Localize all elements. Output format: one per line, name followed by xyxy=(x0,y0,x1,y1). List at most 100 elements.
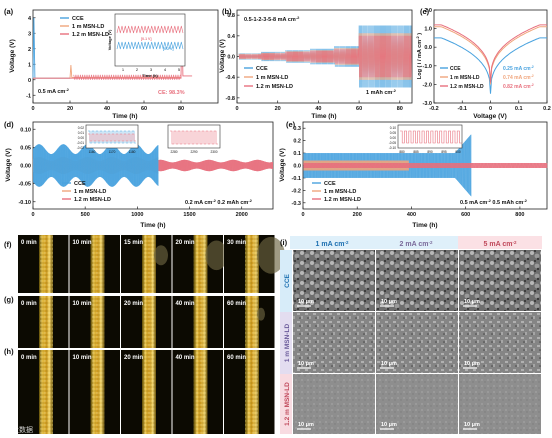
legend-label: 1.2 m MSN-LD xyxy=(74,197,111,203)
x-axis-label: Voltage (V) xyxy=(473,113,506,120)
electrode-texture xyxy=(90,235,105,293)
y-tick-label: 0.1 xyxy=(293,151,301,157)
sem-image xyxy=(459,312,541,373)
current-header: 2 mA cm-2 xyxy=(400,240,433,248)
x-tick-label: 0 xyxy=(301,212,304,218)
tick-label: 1160 xyxy=(89,150,96,154)
y-tick-label: 1.0 xyxy=(424,27,432,33)
tick-label: 5 xyxy=(178,67,181,72)
time-label: 10 min xyxy=(73,301,92,307)
axis-ticks: 0 200 400 600 800 -0.3 -0.2 -0.1 0.0 0.1 0.2 0.3 xyxy=(292,126,525,218)
electrode-texture xyxy=(39,350,53,434)
exchange-current-msn12: 0.82 mA cm-2 xyxy=(503,83,534,90)
y-tick-label: 0.8 xyxy=(227,13,235,19)
y-tick-label: 0.2 xyxy=(293,139,301,145)
electrode-texture xyxy=(245,350,259,434)
series-1-2-m-msn-ld xyxy=(303,162,548,169)
tick-label: 895 xyxy=(441,150,447,154)
panel-tag: (d) xyxy=(4,120,14,129)
electrode-texture xyxy=(39,235,53,293)
scale-label: 10 μm xyxy=(464,299,480,305)
tick-label: -0.01 xyxy=(77,141,84,145)
y-axis-label: Voltage (V) xyxy=(219,39,226,72)
inset-x-label: Time (h) xyxy=(142,73,158,78)
y-tick-label: -1.0 xyxy=(423,64,432,70)
tick-label: 890 xyxy=(427,150,433,154)
electrode-texture xyxy=(90,350,105,434)
legend-label: CCE xyxy=(74,181,86,187)
y-tick-label: 3 xyxy=(28,31,31,37)
panel-tag: (e) xyxy=(286,120,296,129)
exchange-current-cce: 0.25 mA cm-2 xyxy=(503,65,534,72)
tick-label: 880 xyxy=(399,150,405,154)
row-label-bar-msn12 xyxy=(280,374,292,434)
inset-line-msn12 xyxy=(170,130,218,145)
current-header: 5 mA cm-2 xyxy=(484,240,517,248)
panel-d: (d) Voltage (V) Time (h) 0 500 1000 1500 200… xyxy=(4,120,274,229)
y-tick-label: 0.0 xyxy=(424,45,432,51)
y-tick-label: -0.4 xyxy=(226,75,236,81)
current-header: 1 mA cm-2 xyxy=(316,240,349,248)
y-tick-label: 1 xyxy=(28,62,31,68)
y-tick-label: -0.8 xyxy=(226,96,235,102)
inset-y-label: Voltage (V) xyxy=(107,29,112,50)
optical-time-labels: 0 min 10 min 15 min 20 min 30 min 0 min 10 min… xyxy=(21,240,246,361)
x-tick-label: 0 xyxy=(235,106,238,112)
y-tick-label: -0.2 xyxy=(292,188,301,194)
electrode-texture xyxy=(245,235,259,293)
scale-label: 10 μm xyxy=(464,422,480,428)
legend: CCE 1 m MSN-LD 1.2 m MSN-LD xyxy=(312,181,361,203)
y-axis-label: Voltage (V) xyxy=(279,148,286,181)
x-tick-label: 400 xyxy=(407,212,416,218)
time-label: 10 min xyxy=(73,240,92,246)
legend-label: 1 m MSN-LD xyxy=(256,75,288,81)
x-tick-label: 0 xyxy=(489,106,492,112)
tick-label: 0.01 xyxy=(78,131,84,135)
x-tick-label: 20 xyxy=(67,106,73,112)
inset-line-msn12 xyxy=(116,25,184,34)
ce-note: CE: 98.3% xyxy=(158,90,185,96)
time-label: 40 min xyxy=(176,301,195,307)
panel-f-g-h: (f) (g) (h) 0 min 10 min 15 min 20 min 30 mi… xyxy=(4,235,285,434)
legend-label: 1 m MSN-LD xyxy=(72,24,104,30)
panel-i: (i) 1 mA cm-2 2 mA cm-2 5 mA cm-2 CCE 1 … xyxy=(280,236,542,434)
time-label: 60 min xyxy=(227,301,246,307)
legend: CCE 1 m MSN-LD 1.2 m MSN-LD xyxy=(244,66,293,90)
electrode-texture xyxy=(193,350,208,434)
y-tick-label: 0.0 xyxy=(293,164,301,170)
y-tick-label: -0.3 xyxy=(292,201,301,207)
row-label: 1 m MSN-LD xyxy=(284,324,291,363)
y-tick-label: -0.10 xyxy=(18,200,31,206)
series-lines xyxy=(238,25,412,88)
rate-note: 0.5-1-2-3-5-8 mA cm-2 xyxy=(244,15,300,23)
series-lines xyxy=(33,144,273,187)
x-tick-label: -0.2 xyxy=(429,106,438,112)
sem-image xyxy=(293,312,375,373)
y-tick-label: -0.05 xyxy=(18,182,31,188)
x-tick-label: 40 xyxy=(104,106,110,112)
tick-label: 2300 xyxy=(210,150,217,154)
legend: CCE 1 m MSN-LD 1.2 m MSN-LD xyxy=(62,181,111,203)
time-label: 10 min xyxy=(73,355,92,361)
current-header-bar-right xyxy=(458,236,542,249)
tick-label: 0.00 xyxy=(78,136,84,140)
electrode-texture xyxy=(142,235,156,293)
x-tick-label: 0 xyxy=(31,212,34,218)
dendrite-growth xyxy=(257,307,265,321)
tick-label: 885 xyxy=(413,150,419,154)
row-label-bar-cce xyxy=(280,250,292,312)
sem-image xyxy=(376,312,458,373)
axis-ticks: -0.2 -0.1 0 0.1 0.2 -3.0 -2.0 -1.0 0.0 1.0 2.0 xyxy=(423,8,551,112)
time-label: 60 min xyxy=(227,355,246,361)
sem-image xyxy=(376,250,458,311)
scale-label: 10 μm xyxy=(381,422,397,428)
series-lines xyxy=(434,24,547,94)
dendrite-growth xyxy=(154,245,168,266)
panel-b: (b) Voltage (V) Time (h) 0 20 40 60 80 -0.8 -0… xyxy=(219,7,413,120)
axis-ticks: 0 20 40 60 80 -0.8 -0.4 0.0 0.4 0.8 xyxy=(226,13,403,112)
electrode-texture xyxy=(193,296,208,348)
scale-label: 10 μm xyxy=(381,361,397,367)
watermark: 大数据 xyxy=(12,425,33,434)
scale-label: 10 μm xyxy=(298,361,314,367)
panel-tag: (h) xyxy=(4,347,14,356)
